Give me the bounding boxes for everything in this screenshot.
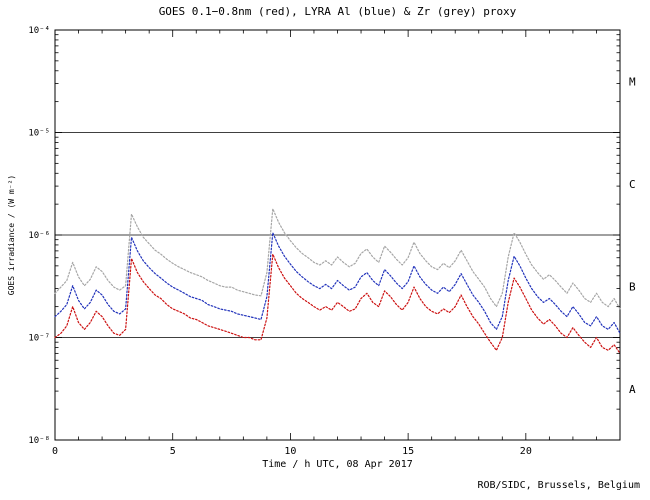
flare-class-label: M <box>629 75 636 88</box>
y-tick-label: 10⁻⁴ <box>28 26 50 36</box>
y-axis-label: GOES irradiance / (W m⁻²) <box>7 175 16 295</box>
flare-class-label: A <box>629 383 636 396</box>
series-goes <box>54 253 621 354</box>
flare-class-label: C <box>629 178 636 191</box>
x-tick-label: 10 <box>284 446 296 457</box>
x-tick-label: 20 <box>520 446 532 457</box>
y-tick-label: 10⁻⁶ <box>28 231 50 241</box>
y-tick-label: 10⁻⁵ <box>28 129 50 139</box>
x-tick-label: 15 <box>402 446 414 457</box>
y-tick-label: 10⁻⁸ <box>28 436 50 446</box>
credit-text: ROB/SIDC, Brussels, Belgium <box>477 480 640 491</box>
x-tick-label: 5 <box>170 446 176 457</box>
series-zr <box>54 208 621 310</box>
series-al <box>54 232 621 334</box>
x-axis-label: Time / h UTC, 08 Apr 2017 <box>262 459 413 470</box>
y-tick-label: 10⁻⁷ <box>28 334 50 344</box>
x-tick-label: 0 <box>52 446 58 457</box>
flare-class-label: B <box>629 280 636 293</box>
chart-title: GOES 0.1−0.8nm (red), LYRA Al (blue) & Z… <box>158 5 517 18</box>
